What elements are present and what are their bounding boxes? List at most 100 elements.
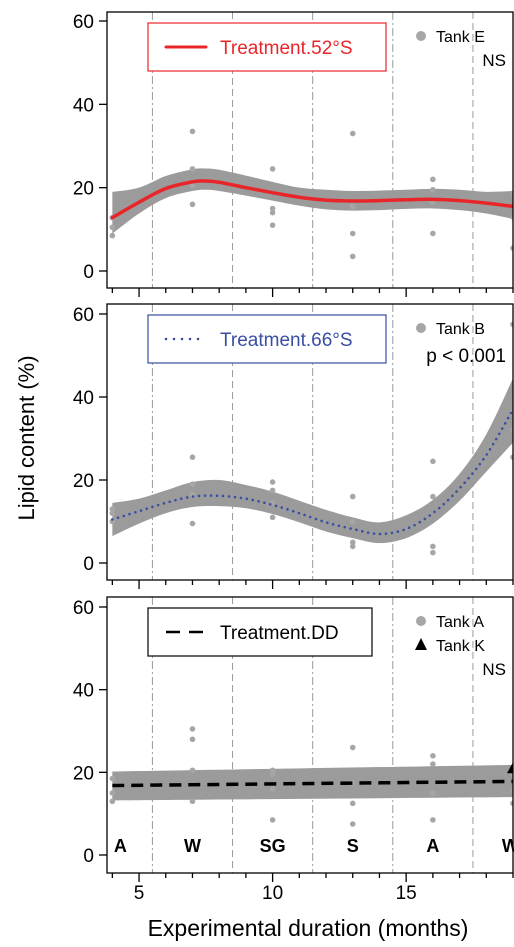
data-point bbox=[349, 230, 356, 237]
plot-frame bbox=[106, 11, 514, 289]
data-point bbox=[430, 458, 436, 465]
panel-plot-area bbox=[109, 597, 513, 873]
data-point bbox=[189, 201, 196, 208]
data-point bbox=[109, 506, 116, 512]
season-label: W bbox=[502, 836, 514, 856]
data-point bbox=[430, 493, 436, 500]
legend-label: Treatment.DD bbox=[220, 623, 339, 644]
data-point bbox=[349, 253, 356, 260]
season-label: S bbox=[347, 836, 359, 856]
y-tick-label: 0 bbox=[83, 554, 94, 575]
legend-label: Treatment.52°S bbox=[220, 38, 353, 59]
y-tick-label: 0 bbox=[83, 846, 94, 867]
point-legend-circle bbox=[416, 616, 426, 626]
data-point bbox=[510, 321, 513, 328]
data-point bbox=[430, 817, 436, 823]
point-legend-triangle bbox=[415, 638, 427, 650]
fitted-line bbox=[110, 179, 513, 220]
panel-top: 0 20 40 60 Treatment.52°S Tank E NS bbox=[73, 11, 514, 297]
data-point bbox=[349, 543, 356, 550]
data-point bbox=[189, 182, 196, 189]
confidence-band bbox=[112, 168, 513, 234]
data-point bbox=[189, 520, 196, 527]
y-tick-label: 60 bbox=[73, 305, 94, 326]
y-tick-label: 60 bbox=[73, 598, 94, 619]
data-point bbox=[269, 222, 276, 228]
panel-bottom: 0 20 40 60 5 10 15 Treatment.DD Tank A Tank K NS A W… bbox=[73, 596, 514, 904]
data-point bbox=[510, 800, 513, 807]
data-point-triangle bbox=[507, 762, 513, 774]
data-point bbox=[430, 176, 436, 183]
data-point bbox=[430, 761, 436, 767]
y-tick-label: 60 bbox=[73, 12, 94, 33]
data-point bbox=[109, 510, 116, 516]
season-label: A bbox=[114, 836, 127, 856]
point-legend-label: Tank E bbox=[436, 29, 485, 46]
y-tick-label: 40 bbox=[73, 388, 94, 409]
legend-label: Treatment.66°S bbox=[220, 330, 353, 351]
data-point bbox=[510, 454, 513, 460]
data-point bbox=[269, 817, 276, 823]
data-point bbox=[109, 224, 116, 231]
panels-group: 0 20 40 60 Treatment.52°S Tank E NS 0 20 40 60 Trea… bbox=[73, 11, 514, 904]
y-tick-label: 20 bbox=[73, 179, 94, 200]
legend-box bbox=[147, 314, 387, 364]
season-label: SG bbox=[260, 836, 286, 856]
data-point bbox=[349, 518, 356, 525]
point-legend-circle bbox=[416, 323, 426, 333]
significance-label: NS bbox=[482, 660, 506, 679]
data-point bbox=[510, 427, 513, 433]
data-point bbox=[189, 166, 196, 172]
data-point bbox=[510, 191, 513, 197]
x-tick-label: 5 bbox=[134, 883, 145, 904]
data-point bbox=[189, 736, 196, 743]
data-point bbox=[269, 487, 276, 494]
data-point bbox=[269, 479, 276, 485]
season-label: A bbox=[426, 836, 439, 856]
data-point bbox=[349, 539, 356, 546]
data-point bbox=[189, 798, 196, 805]
data-point bbox=[269, 771, 276, 778]
point-legend-label: Tank A bbox=[436, 614, 484, 631]
x-tick-label: 10 bbox=[262, 883, 283, 904]
y-tick-label: 20 bbox=[73, 471, 94, 492]
plot-frame bbox=[106, 596, 514, 874]
x-tick-label: 15 bbox=[396, 883, 417, 904]
data-point bbox=[109, 518, 116, 525]
data-point bbox=[189, 767, 196, 774]
data-point bbox=[430, 549, 436, 556]
data-point bbox=[430, 790, 436, 796]
data-point bbox=[349, 800, 356, 807]
data-point bbox=[349, 130, 356, 137]
data-point bbox=[430, 543, 436, 550]
data-point bbox=[189, 726, 196, 732]
y-axis-label: Lipid content (%) bbox=[14, 355, 39, 520]
data-point bbox=[349, 493, 356, 500]
point-legend-circle bbox=[416, 31, 426, 41]
data-point bbox=[109, 775, 116, 782]
data-point bbox=[430, 753, 436, 759]
data-point bbox=[510, 214, 513, 220]
significance-label: NS bbox=[482, 51, 506, 70]
panel-middle: 0 20 40 60 Treatment.66°S Tank B p < 0.001 bbox=[73, 303, 514, 589]
data-point bbox=[189, 128, 196, 135]
data-point bbox=[510, 788, 513, 794]
data-point bbox=[510, 245, 513, 251]
y-tick-label: 0 bbox=[83, 262, 94, 283]
data-point bbox=[189, 481, 196, 487]
data-point bbox=[430, 186, 436, 193]
season-label: W bbox=[184, 836, 201, 856]
significance-label: p < 0.001 bbox=[426, 346, 506, 367]
data-point bbox=[189, 454, 196, 460]
plot-frame bbox=[106, 303, 514, 581]
y-tick-label: 20 bbox=[73, 763, 94, 784]
data-point bbox=[349, 744, 356, 751]
fitted-line bbox=[112, 779, 513, 788]
data-point bbox=[109, 798, 116, 805]
x-axis-label: Experimental duration (months) bbox=[148, 915, 469, 941]
data-point bbox=[269, 786, 276, 792]
data-point bbox=[269, 514, 276, 521]
data-point bbox=[349, 821, 356, 827]
data-point bbox=[269, 166, 276, 172]
